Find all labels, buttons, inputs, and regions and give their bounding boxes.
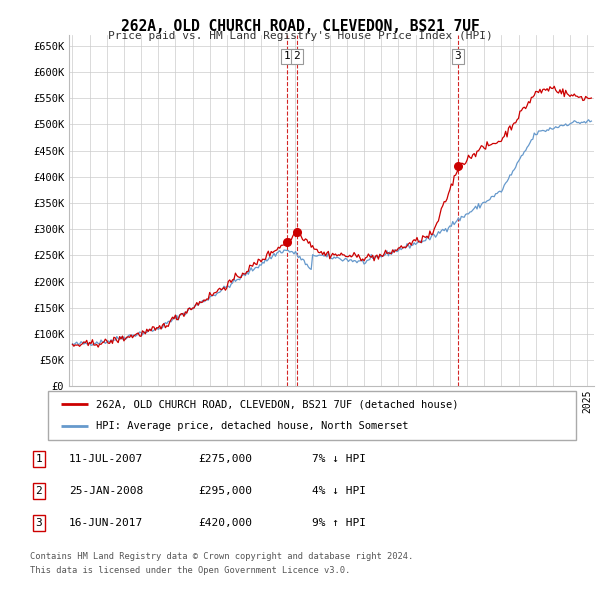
Text: 9% ↑ HPI: 9% ↑ HPI (312, 518, 366, 527)
Text: 16-JUN-2017: 16-JUN-2017 (69, 518, 143, 527)
Text: 7% ↓ HPI: 7% ↓ HPI (312, 454, 366, 464)
Text: £295,000: £295,000 (198, 486, 252, 496)
Text: 1: 1 (35, 454, 43, 464)
Text: £275,000: £275,000 (198, 454, 252, 464)
Text: 2: 2 (293, 51, 300, 61)
Text: This data is licensed under the Open Government Licence v3.0.: This data is licensed under the Open Gov… (30, 566, 350, 575)
Text: Contains HM Land Registry data © Crown copyright and database right 2024.: Contains HM Land Registry data © Crown c… (30, 552, 413, 561)
Text: 1: 1 (284, 51, 291, 61)
Text: 262A, OLD CHURCH ROAD, CLEVEDON, BS21 7UF: 262A, OLD CHURCH ROAD, CLEVEDON, BS21 7U… (121, 19, 479, 34)
Text: 3: 3 (454, 51, 461, 61)
Text: 4% ↓ HPI: 4% ↓ HPI (312, 486, 366, 496)
FancyBboxPatch shape (48, 391, 576, 440)
Text: Price paid vs. HM Land Registry's House Price Index (HPI): Price paid vs. HM Land Registry's House … (107, 31, 493, 41)
Text: £420,000: £420,000 (198, 518, 252, 527)
Text: 11-JUL-2007: 11-JUL-2007 (69, 454, 143, 464)
Text: HPI: Average price, detached house, North Somerset: HPI: Average price, detached house, Nort… (95, 421, 408, 431)
Text: 262A, OLD CHURCH ROAD, CLEVEDON, BS21 7UF (detached house): 262A, OLD CHURCH ROAD, CLEVEDON, BS21 7U… (95, 399, 458, 409)
Text: 25-JAN-2008: 25-JAN-2008 (69, 486, 143, 496)
Text: 3: 3 (35, 518, 43, 527)
Text: 2: 2 (35, 486, 43, 496)
